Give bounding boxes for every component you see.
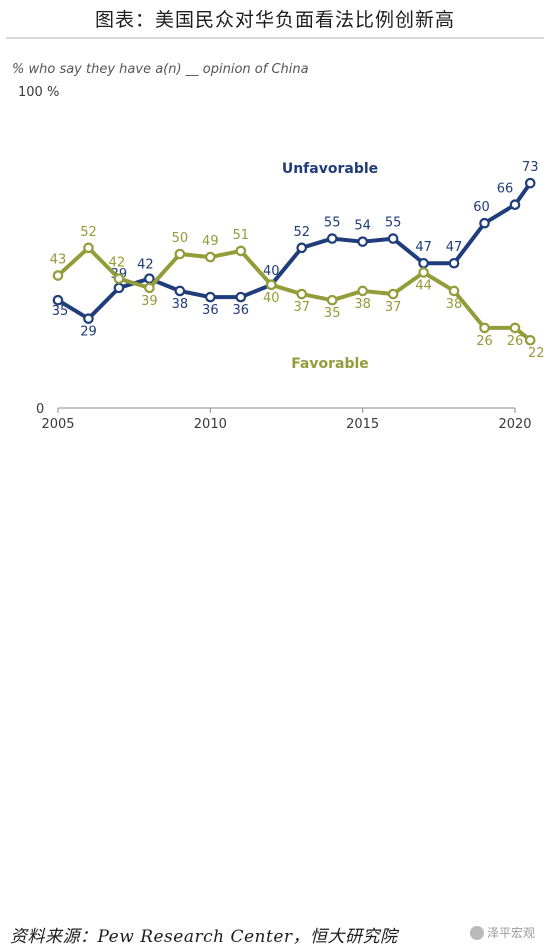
title-divider [6, 37, 544, 39]
data-label: 42 [109, 256, 126, 271]
data-label: 55 [385, 216, 402, 231]
data-point [524, 177, 536, 189]
footer: 资料来源：Pew Research Center，恒大研究院 泽平宏观 [0, 458, 550, 947]
series-label-favorable: Favorable [291, 356, 369, 372]
data-point [265, 279, 277, 291]
data-point [52, 294, 64, 306]
series-label-unfavorable: Unfavorable [282, 161, 378, 177]
data-point [524, 334, 536, 346]
watermark-text: 泽平宏观 [487, 926, 536, 940]
data-label: 43 [50, 253, 67, 268]
data-point [174, 248, 186, 260]
data-point [387, 233, 399, 244]
data-point [235, 245, 247, 257]
data-point [387, 288, 399, 300]
data-label: 26 [476, 334, 493, 349]
data-point [296, 242, 308, 254]
data-label: 50 [172, 231, 189, 246]
data-label: 35 [52, 304, 69, 319]
data-point [448, 285, 460, 297]
data-point [83, 313, 94, 324]
x-tick-label: 2020 [498, 417, 531, 432]
data-point [357, 236, 368, 247]
data-point [479, 217, 490, 229]
source-note: 资料来源：Pew Research Center，恒大研究院 [10, 927, 398, 947]
data-label: 52 [80, 225, 97, 240]
data-point [205, 251, 216, 263]
line-chart: % who say they have a(n) __ opinion of C… [12, 62, 545, 432]
data-label: 38 [446, 297, 463, 312]
data-label: 40 [263, 291, 280, 306]
data-point [326, 294, 338, 306]
y-tick-label: 100 % [18, 85, 59, 100]
watermark-logo-icon [470, 926, 484, 940]
data-label: 36 [202, 303, 219, 318]
x-tick-label: 2015 [346, 417, 379, 432]
data-point [52, 270, 64, 281]
data-point [296, 288, 308, 300]
data-label: 54 [354, 219, 371, 234]
data-point [509, 322, 521, 334]
data-point [326, 233, 338, 244]
data-label: 37 [293, 300, 310, 315]
data-point [448, 257, 460, 269]
data-label: 47 [415, 240, 432, 255]
data-label: 42 [137, 258, 154, 273]
data-label: 49 [202, 234, 219, 249]
series-layer: 35 29 39 42 38 36 36 40 52 55 54 55 47 47 60 66 73 Unfavo… [50, 160, 545, 372]
data-label: 36 [233, 303, 250, 318]
axes: 2005 2010 2015 2020 0 100 % [18, 85, 532, 432]
data-point [418, 257, 429, 269]
data-point [479, 322, 490, 334]
title-bar: 图表：美国民众对华负面看法比例创新高 [0, 0, 550, 36]
watermark: 泽平宏观 [470, 924, 535, 941]
data-label: 26 [507, 334, 524, 349]
data-point [144, 273, 155, 284]
data-label: 22 [528, 346, 545, 361]
data-point [144, 282, 155, 294]
x-tick-label: 2005 [41, 417, 74, 432]
data-label: 47 [446, 240, 463, 255]
data-point [357, 285, 368, 297]
data-point [174, 285, 186, 297]
page-title: 图表：美国民众对华负面看法比例创新高 [94, 9, 455, 31]
data-point [205, 291, 216, 303]
data-label: 60 [473, 200, 490, 215]
data-point [235, 291, 247, 303]
data-label: 52 [293, 225, 310, 240]
data-label: 66 [497, 182, 514, 197]
series-line-favorable [56, 245, 533, 343]
data-label: 38 [172, 297, 189, 312]
data-label: 44 [415, 278, 432, 293]
data-label: 40 [263, 264, 280, 279]
data-label: 35 [324, 306, 341, 321]
data-label: 29 [80, 325, 97, 340]
data-point [509, 199, 521, 211]
data-point [418, 267, 429, 278]
data-point [83, 242, 94, 254]
x-tick-label: 2010 [194, 417, 227, 432]
data-label: 37 [385, 300, 402, 315]
data-label: 73 [522, 160, 539, 175]
y-tick-label: 0 [36, 402, 44, 417]
data-label: 39 [141, 294, 158, 309]
data-label: 51 [233, 228, 250, 243]
data-point [113, 273, 125, 284]
chart-subtitle: % who say they have a(n) __ opinion of C… [12, 62, 309, 77]
data-label: 55 [324, 216, 341, 231]
series-favorable: 43 52 42 39 50 49 51 40 37 35 38 37 44 38 26 26 22 Favora… [50, 225, 545, 372]
data-point [113, 282, 125, 294]
data-label: 38 [354, 297, 371, 312]
